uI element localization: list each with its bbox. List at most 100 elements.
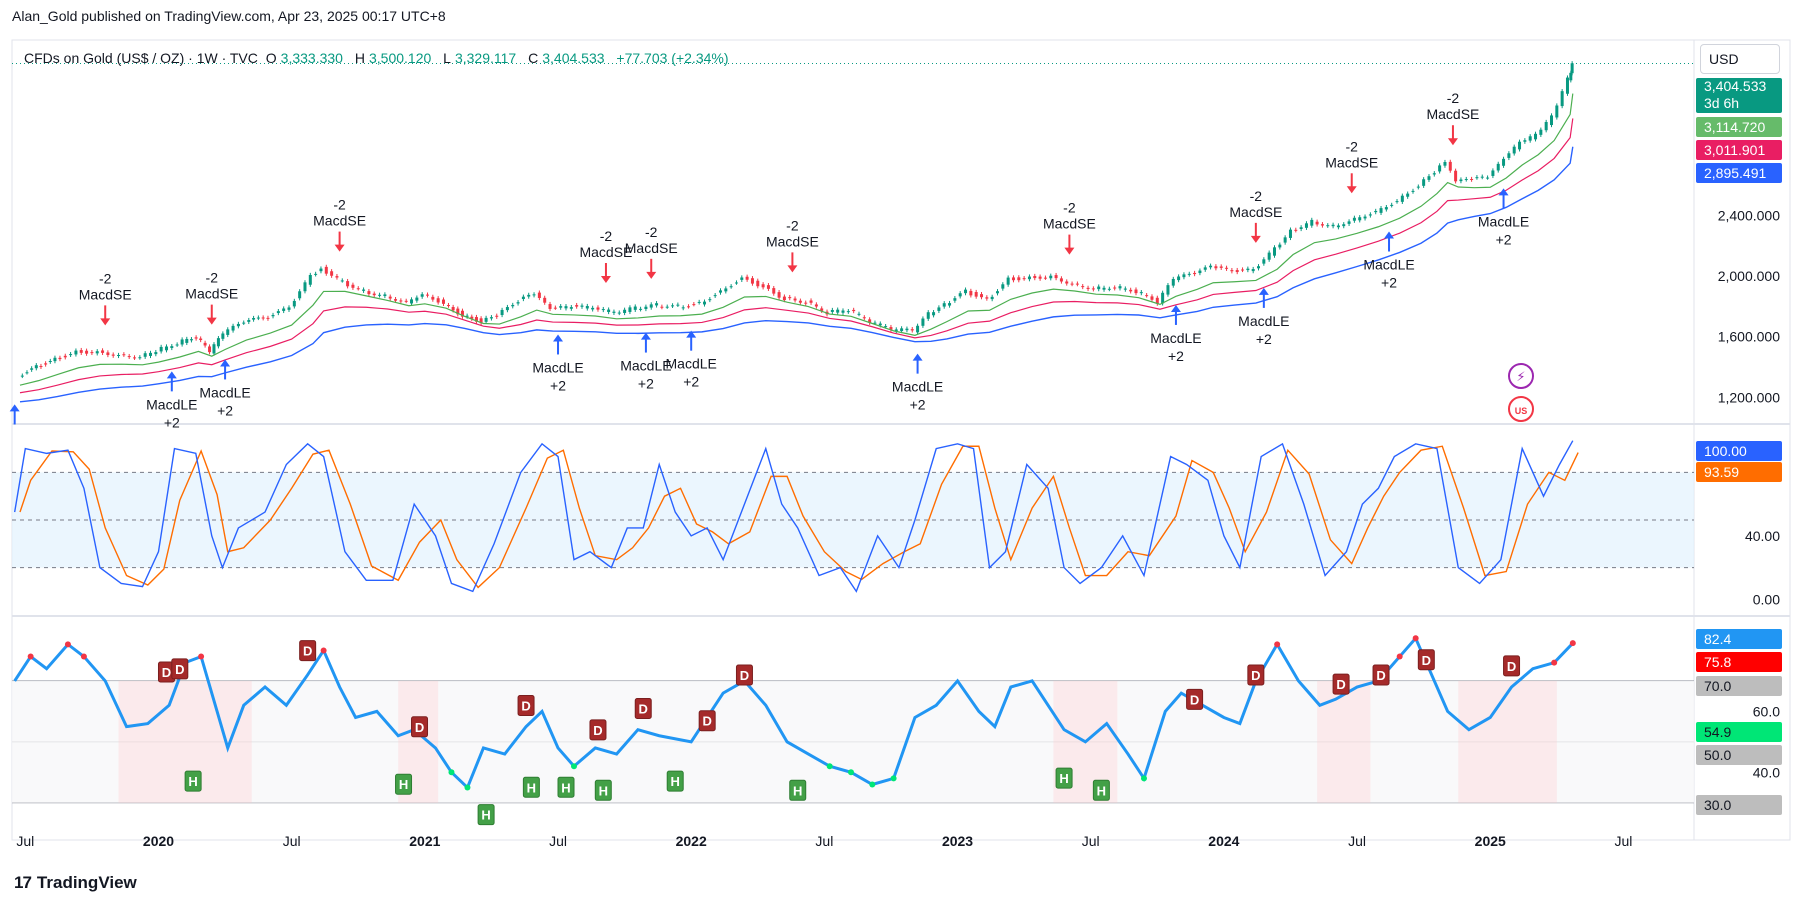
candle-body — [1299, 227, 1303, 229]
candle-body — [798, 300, 802, 303]
candle-body — [990, 296, 994, 300]
candle-body — [1326, 225, 1330, 227]
candle-body — [90, 352, 94, 354]
candle-body — [1075, 283, 1079, 285]
tradingview-brand[interactable]: 17 TradingView — [14, 873, 137, 893]
currency-button[interactable]: USD — [1700, 44, 1780, 74]
rsi-divergence-zone — [1317, 680, 1371, 803]
hd-label-text: D — [1422, 653, 1431, 668]
candle-body — [639, 308, 643, 310]
candle-body — [426, 294, 430, 296]
candle-body — [298, 291, 302, 299]
signal-label: MacdLE — [666, 356, 717, 372]
symbol-legend: CFDs on Gold (US$ / OZ) · 1W · TVC O 3,33… — [24, 50, 733, 66]
candle-body — [1283, 237, 1287, 243]
buy-arrow-head — [912, 353, 923, 361]
candle-body — [1193, 272, 1197, 275]
candle-body — [814, 304, 818, 307]
candle-body — [591, 307, 595, 310]
hd-label-text: D — [162, 665, 171, 680]
candle-body — [1139, 292, 1143, 294]
candle-body — [884, 326, 888, 328]
candle-body — [772, 288, 776, 294]
candle-body — [53, 357, 57, 362]
candle-body — [1038, 276, 1042, 279]
candle-body — [252, 318, 256, 320]
signal-label: MacdLE — [1363, 257, 1414, 273]
candle-body — [1384, 207, 1388, 210]
x-tick-label: Jul — [1348, 833, 1366, 849]
candle-body — [553, 307, 557, 309]
candle-body — [1480, 176, 1484, 178]
ema-fast-line — [19, 93, 1574, 386]
candle-body — [1320, 224, 1324, 226]
candle-body — [303, 282, 307, 292]
hd-label-text: D — [1336, 677, 1345, 692]
candle-body — [532, 294, 536, 296]
ohlc-high: H 3,500.120 — [354, 50, 432, 66]
candle-body — [676, 304, 680, 306]
rsi-hidden-h-label — [594, 779, 612, 801]
signal-label: MacdLE — [146, 396, 197, 412]
candle-body — [180, 339, 184, 345]
candle-body — [1507, 153, 1511, 158]
candle-body — [1518, 141, 1522, 150]
symbol-name[interactable]: CFDs on Gold (US$ / OZ) · 1W · TVC — [24, 50, 258, 66]
x-tick-label: Jul — [16, 833, 34, 849]
hd-label-text: H — [399, 777, 408, 792]
hd-label-text: D — [415, 720, 424, 735]
x-tick-label: Jul — [1082, 833, 1100, 849]
candle-body — [1033, 275, 1037, 279]
candle-body — [282, 308, 286, 311]
stoch-axis-tick: 0.00 — [1753, 591, 1780, 607]
candle-body — [101, 350, 105, 353]
candle-body — [750, 278, 754, 284]
candle-body — [446, 305, 450, 307]
candle-body — [319, 268, 323, 272]
rsi-overbought-dot — [1569, 640, 1576, 647]
signal-label: MacdLE — [532, 359, 583, 375]
candle-body — [868, 319, 872, 323]
candle-body — [1422, 179, 1426, 186]
candle-body — [1502, 158, 1506, 166]
rsi-divergence-zone — [1458, 680, 1557, 803]
signal-label: MacdLE — [199, 384, 250, 400]
candle-body — [256, 317, 260, 319]
candle-body — [1534, 133, 1538, 140]
candle-body — [910, 329, 914, 331]
signal-label: -2 — [99, 270, 112, 286]
candle-body — [1491, 170, 1495, 176]
candle-body — [1203, 267, 1207, 270]
candle-body — [420, 294, 424, 297]
signal-label: MacdSE — [1229, 204, 1282, 220]
candle-body — [1390, 204, 1394, 206]
candle-body — [149, 352, 153, 356]
price-change: +77.703 (+2.34%) — [616, 50, 729, 66]
signal-label: MacdSE — [1325, 154, 1378, 170]
stoch-d-line — [19, 445, 1579, 589]
candle-body — [1358, 217, 1362, 221]
rsi-level-50-badge-bg — [1696, 745, 1782, 765]
hd-label-text: H — [527, 780, 536, 795]
rsi-overbought-dot — [1551, 659, 1558, 666]
candle-body — [1182, 274, 1186, 278]
candle-body — [1145, 295, 1149, 297]
candle-body — [95, 351, 99, 354]
rsi-divergence-d-label — [299, 640, 317, 662]
candle-body — [793, 298, 797, 301]
candle-body — [905, 328, 909, 331]
candle-body — [1187, 273, 1191, 275]
x-tick-label: Jul — [549, 833, 567, 849]
candle-body — [777, 292, 781, 298]
candle-body — [276, 311, 280, 314]
hd-label-text: D — [521, 698, 530, 713]
candle-body — [1569, 72, 1573, 81]
candle-body — [489, 317, 493, 319]
candle-body — [969, 290, 973, 296]
candle-body — [324, 266, 328, 274]
candle-body — [1512, 146, 1516, 154]
candle-body — [505, 307, 509, 311]
candle-body — [932, 312, 936, 316]
candle-body — [383, 294, 387, 297]
